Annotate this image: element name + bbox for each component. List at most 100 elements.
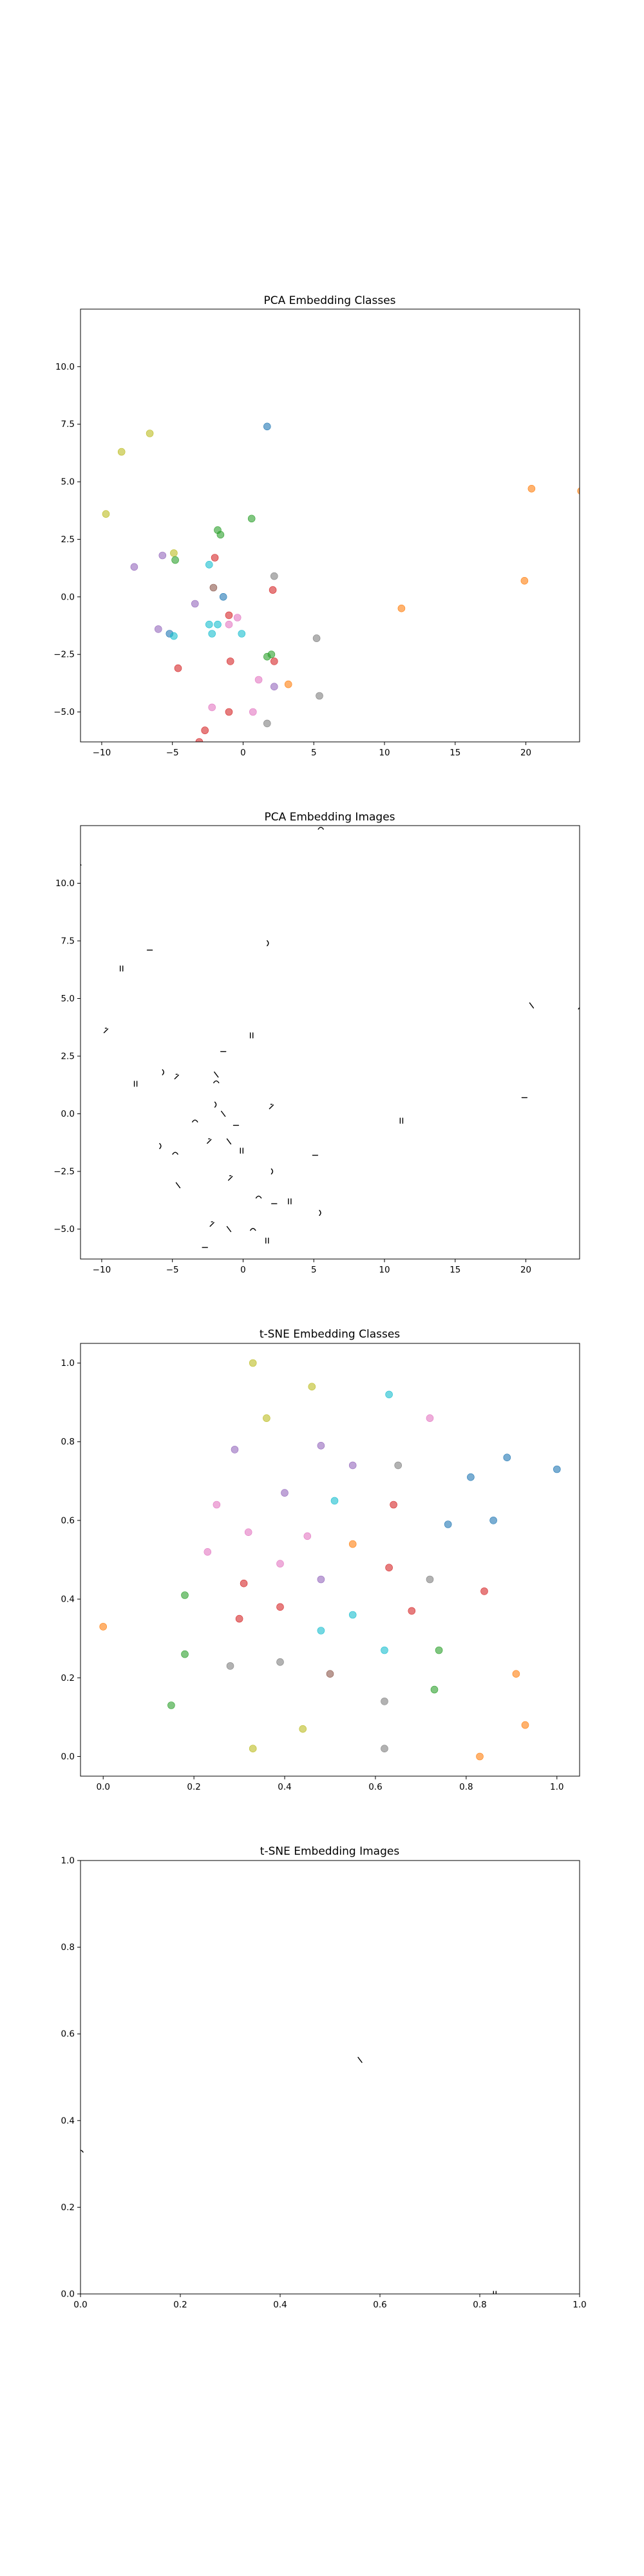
scatter-point <box>195 738 204 742</box>
scatter-point <box>231 1446 239 1454</box>
image-glyphs <box>80 2056 497 2294</box>
y-tick-label: 1.0 <box>61 1358 75 1368</box>
image-thumbnail <box>228 1175 233 1181</box>
image-thumbnail <box>214 1071 219 1078</box>
image-thumbnail <box>175 1182 181 1189</box>
scatter-point <box>226 1662 234 1670</box>
scatter-point <box>263 422 271 431</box>
scatter-point <box>394 1461 402 1470</box>
scatter-point <box>270 683 278 690</box>
scatter-point <box>174 664 182 672</box>
image-thumbnail <box>103 1027 109 1034</box>
image-thumbnail <box>221 1110 226 1117</box>
image-thumbnail <box>357 2056 363 2063</box>
scatter-point <box>503 1454 511 1461</box>
scatter-point <box>426 1414 434 1422</box>
scatter-point <box>521 1721 529 1729</box>
x-tick-label: 0.4 <box>273 2300 287 2310</box>
y-tick-label: 5.0 <box>61 477 75 488</box>
y-tick-label: −2.5 <box>53 650 75 660</box>
scatter-point <box>476 1752 484 1761</box>
image-thumbnail <box>267 940 269 947</box>
image-thumbnail <box>192 1119 198 1122</box>
axis-ticks: −10 −5 0 5 10 15 20 −5.0 −2.5 0.0 2.5 5.0 7.5 10.0 <box>53 362 531 758</box>
scatter-point <box>181 1650 189 1658</box>
scatter-point <box>263 1414 270 1422</box>
scatter-point <box>226 658 234 665</box>
scatter-point <box>330 1497 339 1505</box>
x-tick-label: 0.0 <box>96 1782 109 1792</box>
scatter-point <box>249 1745 257 1752</box>
image-thumbnail <box>269 1103 274 1110</box>
subplot-pca-classes: PCA Embedding Classes −10 −5 0 5 10 15 20−5.0−… <box>53 294 580 758</box>
scatter-point <box>214 620 222 629</box>
scatter-point <box>158 551 167 560</box>
subplot-tsne-classes: t-SNE Embedding Classes 0.0 0.2 0.4 0.6 0.8 1… <box>61 1328 580 1792</box>
scatter-point <box>553 1465 561 1473</box>
scatter-point <box>254 676 263 684</box>
scatter-point <box>308 1383 316 1390</box>
x-tick-label: 0.6 <box>368 1782 382 1792</box>
axis-ticks: −10 −5 0 5 10 15 20 −5.0 −2.5 0.0 2.5 5.0 7.5 10.0 <box>53 878 531 1275</box>
scatter-point <box>512 1670 520 1678</box>
y-tick-label: 7.5 <box>61 936 75 946</box>
scatter-point <box>326 1670 334 1678</box>
image-thumbnail <box>250 1227 256 1231</box>
scatter-point <box>244 1528 252 1536</box>
scatter-point <box>130 563 138 571</box>
scatter-point <box>390 1501 397 1509</box>
x-tick-label: −10 <box>93 1265 111 1275</box>
scatter-point <box>170 549 178 557</box>
scatter-point <box>480 1587 488 1595</box>
scatter-point <box>489 1517 497 1524</box>
axes-frame <box>80 1343 580 1777</box>
subplot-tsne-images: t-SNE Embedding Images 0.0 0.2 0.4 0.6 0.8 1.… <box>61 1845 587 2310</box>
y-tick-label: 0.8 <box>61 1942 75 1953</box>
x-tick-label: 10 <box>379 1265 390 1275</box>
y-tick-label: −2.5 <box>53 1166 75 1177</box>
image-thumbnail <box>162 1069 164 1075</box>
image-thumbnail <box>172 1151 178 1155</box>
y-tick-label: 0.0 <box>61 592 75 602</box>
image-thumbnail <box>317 826 324 830</box>
scatter-point <box>155 625 162 633</box>
y-tick-label: 10.0 <box>55 362 75 372</box>
scatter-point <box>209 583 218 592</box>
scatter-point <box>276 1560 284 1567</box>
y-tick-label: 0.6 <box>61 1515 75 1526</box>
image-thumbnail <box>493 2291 497 2294</box>
scatter-point <box>205 560 213 569</box>
image-thumbnail <box>209 1221 214 1227</box>
scatter-point <box>240 1579 248 1587</box>
scatter-point <box>233 614 242 621</box>
x-tick-label: −5 <box>166 748 179 758</box>
scatter-point <box>238 630 246 638</box>
y-tick-label: 0.0 <box>61 1109 75 1119</box>
image-thumbnail <box>80 2150 84 2153</box>
y-tick-label: 0.2 <box>61 2202 75 2213</box>
scatter-point <box>348 1611 357 1619</box>
x-tick-label: 1.0 <box>550 1782 564 1792</box>
scatter-point <box>284 680 292 688</box>
image-thumbnail <box>207 1138 212 1144</box>
x-tick-label: 0.8 <box>473 2300 486 2310</box>
x-tick-label: 1.0 <box>573 2300 586 2310</box>
scatter-point <box>348 1540 357 1548</box>
scatter-point <box>385 1564 393 1571</box>
axis-ticks: 0.0 0.2 0.4 0.6 0.8 1.0 0.0 0.2 0.4 0.6 0.8 1.0 <box>61 1856 587 2311</box>
image-thumbnail <box>529 1002 535 1009</box>
x-tick-label: 0.0 <box>73 2300 87 2310</box>
scatter-point <box>435 1646 443 1654</box>
y-tick-label: 0.8 <box>61 1437 75 1447</box>
scatter-point <box>201 726 209 734</box>
x-tick-label: 20 <box>520 748 531 758</box>
image-thumbnail <box>270 1168 274 1175</box>
scatter-point <box>520 576 529 585</box>
y-tick-label: 0.2 <box>61 1673 75 1683</box>
scatter-point <box>316 692 323 700</box>
image-thumbnail <box>213 1080 220 1084</box>
x-tick-label: 0.4 <box>278 1782 291 1792</box>
scatter-point <box>219 592 227 601</box>
image-thumbnail <box>255 1195 262 1199</box>
y-tick-label: 0.4 <box>61 2116 75 2126</box>
